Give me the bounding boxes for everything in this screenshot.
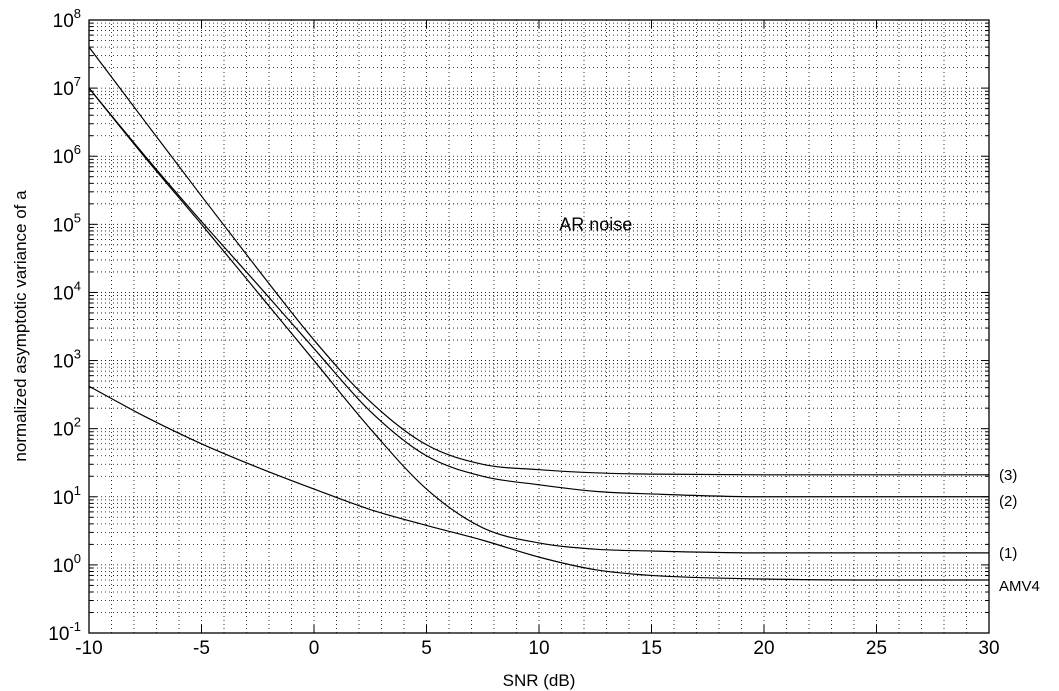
x-tick-label: 20 xyxy=(753,638,774,659)
y-tick-label: 108 xyxy=(53,6,81,32)
tick-marks xyxy=(88,20,990,634)
x-tick-label: 15 xyxy=(641,638,662,659)
series-line-2 xyxy=(88,87,989,498)
y-tick-label: 103 xyxy=(53,347,81,373)
series-lines xyxy=(88,46,989,581)
y-tick-label: 10-1 xyxy=(48,619,81,645)
series-line-3 xyxy=(88,46,989,476)
series-line-amv4 xyxy=(88,385,989,581)
y-tick-label: 107 xyxy=(53,74,81,100)
y-tick-label: 102 xyxy=(53,415,81,441)
x-tick-label: -5 xyxy=(193,638,210,659)
annotation-ar-noise: AR noise xyxy=(559,214,632,234)
x-tick-label: 25 xyxy=(866,638,887,659)
series-line-1 xyxy=(88,87,989,554)
x-tick-label: -10 xyxy=(75,638,102,659)
plot-frame xyxy=(88,19,990,634)
series-label-1: (1) xyxy=(999,545,1017,562)
y-tick-label: 101 xyxy=(53,483,81,509)
series-labels: (3) (2) (1) AMV4 xyxy=(999,467,1040,595)
y-tick-label: 104 xyxy=(53,278,81,304)
y-tick-label: 100 xyxy=(53,551,81,577)
x-tick-label: 10 xyxy=(528,638,549,659)
x-axis-title: SNR (dB) xyxy=(503,671,576,690)
grid xyxy=(89,20,989,633)
series-label-2: (2) xyxy=(999,493,1017,510)
y-tick-label: 105 xyxy=(53,210,81,236)
series-label-3: (3) xyxy=(999,467,1017,484)
y-axis-title: normalized asymptotic variance of a xyxy=(11,190,30,462)
x-tick-label: 5 xyxy=(421,638,432,659)
series-label-amv4: AMV4 xyxy=(999,578,1040,595)
y-tick-label: 106 xyxy=(53,142,81,168)
x-tick-label: 30 xyxy=(978,638,999,659)
x-tick-label: 0 xyxy=(309,638,320,659)
x-tick-labels: -10 -5 0 5 10 15 20 25 30 xyxy=(75,638,999,659)
y-tick-labels: 10-1 100 101 102 103 104 105 106 107 108 xyxy=(48,6,81,645)
